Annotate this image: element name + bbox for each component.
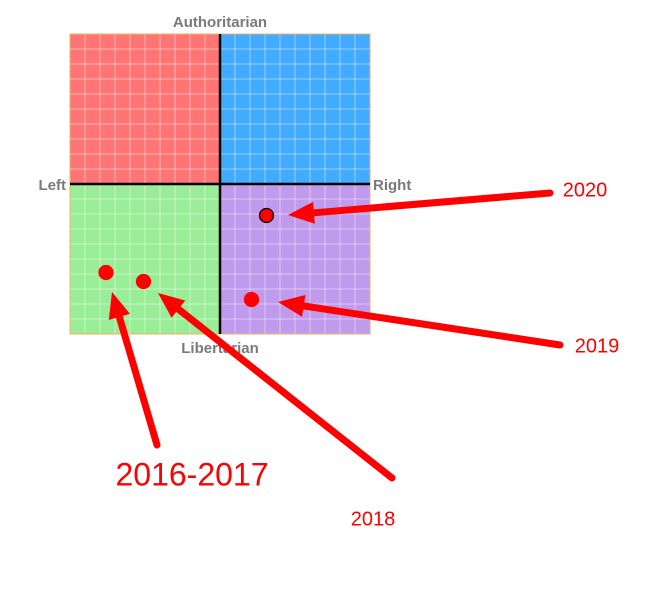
- quadrant: [70, 184, 220, 334]
- axis-label-right: Right: [373, 177, 411, 194]
- arrow-head: [158, 293, 186, 318]
- arrow-head: [108, 292, 130, 321]
- quadrant: [70, 34, 220, 184]
- data-point: [98, 264, 114, 281]
- point-label: 2018: [351, 508, 396, 530]
- point-label: 2019: [575, 335, 620, 357]
- point-label: 2016-2017: [115, 456, 268, 492]
- data-point: [258, 207, 275, 224]
- point-label: 2020: [563, 179, 608, 201]
- axis-label-left: Left: [39, 177, 67, 194]
- arrow-shaft: [300, 302, 564, 349]
- grid: [69, 33, 371, 335]
- axis-label-top: Authoritarian: [173, 14, 267, 31]
- arrow-head: [288, 201, 315, 224]
- arrow-shaft: [310, 189, 554, 217]
- quadrant: [220, 34, 370, 184]
- data-point: [243, 291, 260, 308]
- arrow-shaft: [174, 305, 396, 482]
- arrow-head: [278, 295, 306, 317]
- axis-label-bottom: Libertarian: [181, 340, 259, 357]
- data-point: [135, 273, 152, 290]
- arrow-shaft: [115, 313, 161, 449]
